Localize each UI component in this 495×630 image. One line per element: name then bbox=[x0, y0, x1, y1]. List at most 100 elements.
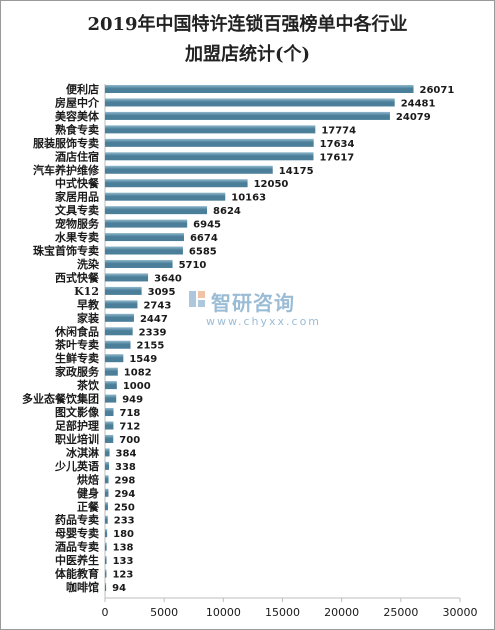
bar bbox=[105, 340, 131, 349]
data-label: 6945 bbox=[193, 220, 221, 231]
data-label: 3640 bbox=[154, 273, 182, 284]
bar bbox=[105, 515, 108, 524]
data-label: 1082 bbox=[124, 368, 152, 379]
bar bbox=[105, 394, 117, 403]
bar bbox=[105, 165, 273, 174]
bar bbox=[105, 556, 107, 565]
data-label: 6585 bbox=[189, 247, 217, 258]
bar bbox=[105, 408, 114, 417]
category-label: 中医养生 bbox=[55, 553, 99, 567]
bar bbox=[105, 233, 184, 242]
category-label: 美容美体 bbox=[55, 109, 100, 123]
category-label: 西式快餐 bbox=[55, 270, 100, 284]
data-label: 2339 bbox=[139, 327, 167, 338]
category-label: 生鲜专卖 bbox=[55, 351, 99, 365]
x-tick-label: 20000 bbox=[324, 606, 359, 619]
category-label: 家装 bbox=[77, 311, 99, 325]
category-label: 少儿英语 bbox=[54, 459, 99, 473]
data-label: 24481 bbox=[401, 98, 436, 109]
data-label: 8624 bbox=[213, 206, 241, 217]
chart-title-line2: 加盟店统计(个) bbox=[184, 44, 311, 65]
bar bbox=[105, 179, 248, 188]
category-label: 珠宝首饰专卖 bbox=[33, 244, 99, 258]
bar bbox=[105, 286, 142, 295]
bar bbox=[105, 381, 117, 390]
data-label: 133 bbox=[113, 556, 134, 567]
category-label: 咖啡馆 bbox=[66, 580, 99, 594]
category-label: 房屋中介 bbox=[55, 95, 100, 109]
chart-title-line1: 2019年中国特许连锁百强榜单中各行业 bbox=[87, 14, 408, 35]
data-label: 12050 bbox=[254, 179, 289, 190]
bar bbox=[105, 354, 124, 363]
bar bbox=[105, 219, 188, 228]
data-label: 17774 bbox=[321, 125, 356, 136]
data-label: 338 bbox=[115, 462, 136, 473]
data-label: 6674 bbox=[190, 233, 218, 244]
category-label: 休闲食品 bbox=[54, 324, 99, 338]
data-label: 2155 bbox=[137, 341, 165, 352]
category-label: 酒店住宿 bbox=[55, 149, 99, 163]
category-label: 家政服务 bbox=[55, 365, 100, 379]
data-label: 138 bbox=[113, 543, 134, 554]
bar bbox=[105, 488, 109, 497]
category-label: 服装服饰专卖 bbox=[33, 136, 99, 150]
category-label: 宠物服务 bbox=[55, 217, 100, 231]
category-label: 冰淇淋 bbox=[66, 445, 99, 459]
data-label: 1000 bbox=[123, 381, 151, 392]
category-label: 烘焙 bbox=[77, 472, 99, 486]
x-tick-label: 10000 bbox=[206, 606, 241, 619]
bar bbox=[105, 192, 226, 201]
x-tick-label: 5000 bbox=[150, 606, 178, 619]
data-label: 1549 bbox=[129, 354, 157, 365]
category-label: 正餐 bbox=[77, 499, 100, 513]
bar bbox=[105, 138, 314, 147]
category-label: 洗染 bbox=[77, 257, 100, 271]
data-label: 2447 bbox=[140, 314, 168, 325]
data-label: 384 bbox=[116, 448, 137, 459]
bar bbox=[105, 434, 114, 443]
data-label: 298 bbox=[115, 475, 136, 486]
bar bbox=[105, 85, 414, 93]
bar bbox=[105, 502, 108, 511]
bar bbox=[105, 421, 114, 430]
watermark-logo-icon bbox=[189, 291, 205, 307]
data-label: 180 bbox=[113, 529, 134, 540]
bar bbox=[105, 125, 316, 134]
data-label: 17634 bbox=[320, 139, 355, 150]
category-label: 便利店 bbox=[66, 82, 99, 96]
bar bbox=[105, 529, 108, 538]
category-label: 酒品专卖 bbox=[55, 540, 99, 554]
bar bbox=[105, 206, 208, 215]
bar bbox=[105, 259, 173, 268]
x-tick-label: 0 bbox=[102, 606, 109, 619]
bar bbox=[105, 367, 118, 376]
data-label: 3095 bbox=[148, 287, 176, 298]
x-tick-label: 25000 bbox=[383, 606, 418, 619]
bar bbox=[105, 461, 109, 470]
bar bbox=[105, 569, 107, 578]
category-label: 家居用品 bbox=[55, 190, 99, 204]
bar bbox=[105, 111, 390, 120]
data-label: 123 bbox=[112, 570, 133, 581]
category-label: 水果专卖 bbox=[55, 230, 99, 244]
data-label: 2743 bbox=[143, 300, 171, 311]
bar bbox=[105, 542, 107, 551]
x-tick-label: 30000 bbox=[443, 606, 478, 619]
category-label: 图文影像 bbox=[55, 405, 100, 419]
data-label: 10163 bbox=[231, 193, 266, 204]
category-label: 文具专卖 bbox=[55, 203, 99, 217]
category-label: 茶饮 bbox=[76, 378, 100, 392]
category-label: 多业态餐饮集团 bbox=[22, 392, 99, 406]
data-label: 14175 bbox=[279, 166, 314, 177]
bar bbox=[105, 313, 134, 322]
bar bbox=[105, 583, 107, 592]
data-label: 233 bbox=[114, 516, 135, 527]
data-label: 294 bbox=[114, 489, 135, 500]
category-label: K12 bbox=[74, 285, 99, 298]
data-label: 712 bbox=[119, 422, 140, 433]
data-label: 5710 bbox=[179, 260, 207, 271]
bar bbox=[105, 246, 183, 255]
watermark-brand: 智研咨询 bbox=[211, 291, 295, 315]
bar bbox=[105, 98, 395, 107]
data-label: 250 bbox=[114, 502, 135, 513]
